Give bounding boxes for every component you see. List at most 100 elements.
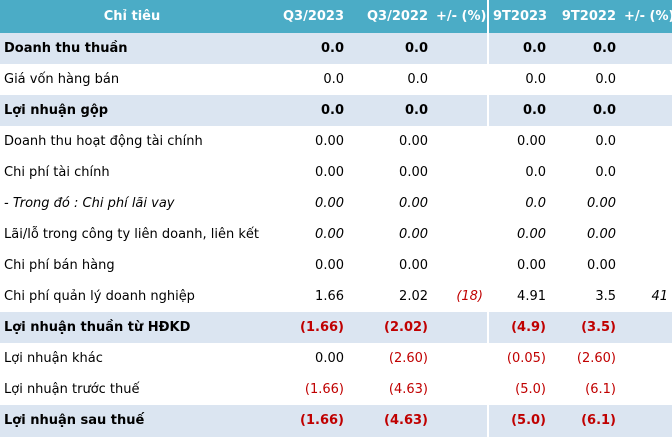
- quarter-change-cell: [432, 343, 488, 374]
- q3-2023-cell: 0.0: [264, 95, 348, 126]
- row-label: Doanh thu thuần: [0, 33, 264, 64]
- quarter-change-cell: [432, 374, 488, 405]
- row-label: Lợi nhuận sau thuế: [0, 405, 264, 437]
- q3-2023-cell: 0.0: [264, 33, 348, 64]
- quarter-change-cell: (18): [456, 289, 483, 304]
- row-label: Chi phí tài chính: [4, 165, 110, 180]
- ytd-change-cell: 41: [651, 289, 668, 304]
- q3-2023-cell: (1.66): [264, 405, 348, 437]
- q3-2023-cell: 0.0: [323, 72, 344, 87]
- ytd-change-cell: [620, 374, 672, 405]
- ytd-change-cell: [620, 64, 672, 95]
- q3-2022-cell: 0.0: [348, 33, 432, 64]
- ytd-change-cell: [620, 343, 672, 374]
- q3-2022-cell: 0.0: [348, 95, 432, 126]
- 9t2023-cell: 0.00: [487, 126, 550, 157]
- 9t2022-cell: 0.0: [550, 95, 620, 126]
- 9t2022-cell: 0.0: [595, 72, 616, 87]
- quarter-change-cell: [432, 219, 488, 250]
- q3-2022-cell: 0.00: [399, 134, 428, 149]
- ytd-change-cell: [620, 405, 672, 437]
- table-row: Lợi nhuận sau thuế (1.66) (4.63) (5.0) (6.1): [0, 405, 672, 437]
- ytd-change-cell: [620, 312, 672, 343]
- header-ytd-change: +/- (%): [620, 0, 672, 33]
- 9t2023-cell: (5.0): [487, 374, 550, 405]
- ytd-change-cell: [620, 219, 672, 250]
- q3-2022-cell: 0.00: [399, 165, 428, 180]
- ytd-change-cell: [620, 33, 672, 64]
- q3-2023-cell: 0.00: [315, 227, 344, 242]
- header-9t2022: 9T2022: [550, 0, 620, 33]
- ytd-change-cell: [620, 188, 672, 219]
- quarter-change-cell: [432, 188, 488, 219]
- 9t2022-cell: 0.0: [595, 165, 616, 180]
- table-row: Lợi nhuận thuần từ HĐKD (1.66) (2.02) (4.9)…: [0, 312, 672, 343]
- 9t2023-cell: 4.91: [487, 281, 550, 312]
- q3-2023-cell: 0.00: [315, 165, 344, 180]
- q3-2023-cell: (1.66): [264, 312, 348, 343]
- 9t2023-cell: (0.05): [487, 343, 550, 374]
- table-row: Doanh thu hoạt động tài chính 0.00 0.00 0.0…: [0, 126, 672, 157]
- row-label: Chi phí bán hàng: [4, 258, 115, 273]
- 9t2023-cell: 0.00: [487, 250, 550, 281]
- row-label: Doanh thu hoạt động tài chính: [4, 134, 203, 149]
- quarter-change-cell: [432, 250, 488, 281]
- 9t2023-cell: 0.00: [487, 219, 550, 250]
- row-label: Lãi/lỗ trong công ty liên doanh, liên kế…: [4, 227, 260, 242]
- ytd-change-cell: [620, 157, 672, 188]
- table-row: Lợi nhuận gộp 0.0 0.0 0.0 0.0: [0, 95, 672, 126]
- ytd-change-cell: [620, 126, 672, 157]
- 9t2022-cell: 0.00: [587, 196, 616, 211]
- 9t2023-cell: (4.9): [487, 312, 550, 343]
- 9t2022-cell: 0.00: [587, 258, 616, 273]
- 9t2022-cell: (2.60): [576, 351, 616, 366]
- q3-2022-cell: 2.02: [399, 289, 428, 304]
- q3-2022-cell: 0.00: [399, 258, 428, 273]
- table-row: Chi phí quản lý doanh nghiệp 1.66 2.02 (18)…: [0, 281, 672, 312]
- q3-2022-cell: 0.00: [399, 196, 428, 211]
- 9t2023-cell: 0.0: [487, 95, 550, 126]
- 9t2023-cell: 0.0: [487, 64, 550, 95]
- 9t2023-cell: 0.0: [487, 33, 550, 64]
- row-label: - Trong đó : Chi phí lãi vay: [4, 196, 175, 211]
- table-row: Chi phí bán hàng 0.00 0.00 0.00 0.00: [0, 250, 672, 281]
- quarter-change-cell: [432, 33, 488, 64]
- row-label: Lợi nhuận khác: [4, 351, 103, 366]
- q3-2023-cell: (1.66): [304, 382, 344, 397]
- table-row: - Trong đó : Chi phí lãi vay 0.00 0.00 0.0 0…: [0, 188, 672, 219]
- q3-2023-cell: 0.00: [315, 134, 344, 149]
- quarter-change-cell: [432, 126, 488, 157]
- row-label: Lợi nhuận trước thuế: [4, 382, 140, 397]
- table-row: Lãi/lỗ trong công ty liên doanh, liên kế…: [0, 219, 672, 250]
- ytd-change-cell: [620, 250, 672, 281]
- 9t2022-cell: 0.00: [587, 227, 616, 242]
- q3-2023-cell: 0.00: [315, 258, 344, 273]
- q3-2022-cell: 0.00: [399, 227, 428, 242]
- header-q3-2023: Q3/2023: [264, 0, 348, 33]
- 9t2023-cell: (5.0): [487, 405, 550, 437]
- 9t2022-cell: (6.1): [550, 405, 620, 437]
- q3-2022-cell: (4.63): [388, 382, 428, 397]
- table-row: Chi phí tài chính 0.00 0.00 0.0 0.0: [0, 157, 672, 188]
- q3-2023-cell: 0.00: [315, 196, 344, 211]
- row-label: Lợi nhuận gộp: [0, 95, 264, 126]
- q3-2022-cell: 0.0: [407, 72, 428, 87]
- 9t2022-cell: 3.5: [595, 289, 616, 304]
- header-quarter-change: +/- (%): [432, 0, 488, 33]
- q3-2022-cell: (4.63): [348, 405, 432, 437]
- quarter-change-cell: [432, 405, 488, 437]
- quarter-change-cell: [432, 312, 488, 343]
- 9t2023-cell: 0.0: [487, 188, 550, 219]
- 9t2023-cell: 0.0: [487, 157, 550, 188]
- table-row: Doanh thu thuần 0.0 0.0 0.0 0.0: [0, 33, 672, 64]
- header-9t2023: 9T2023: [487, 0, 550, 33]
- table-row: Giá vốn hàng bán 0.0 0.0 0.0 0.0: [0, 64, 672, 95]
- quarter-change-cell: [432, 157, 488, 188]
- row-label: Lợi nhuận thuần từ HĐKD: [0, 312, 264, 343]
- table-row: Lợi nhuận khác 0.00 (2.60) (0.05) (2.60): [0, 343, 672, 374]
- 9t2022-cell: (6.1): [585, 382, 616, 397]
- quarter-change-cell: [432, 95, 488, 126]
- q3-2022-cell: (2.02): [348, 312, 432, 343]
- ytd-change-cell: [620, 95, 672, 126]
- header-q3-2022: Q3/2022: [348, 0, 432, 33]
